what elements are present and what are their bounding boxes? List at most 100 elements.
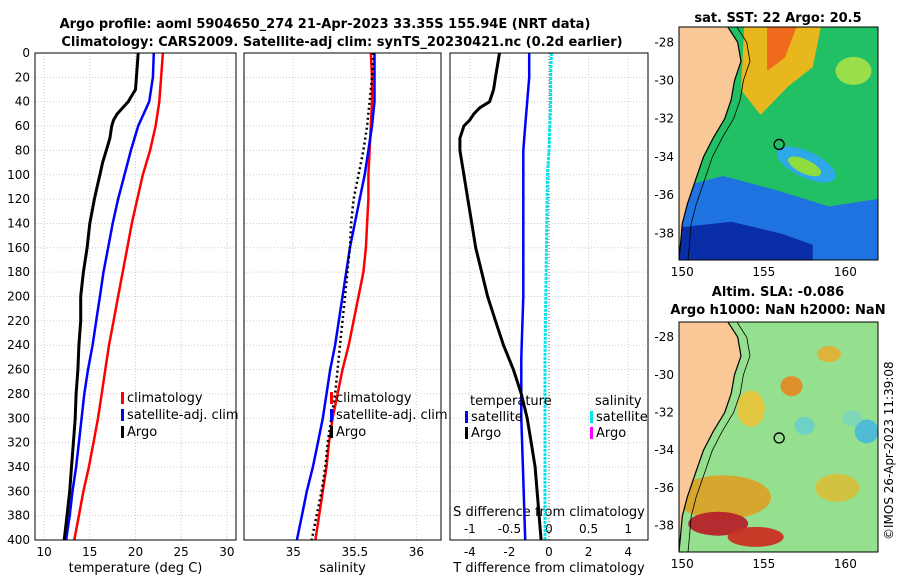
- top-tick-label: -0.5: [498, 522, 521, 536]
- sst-warm-current: [740, 27, 821, 115]
- depth-tick-label: 320: [7, 436, 30, 450]
- depth-tick-label: 120: [7, 192, 30, 206]
- legend-swatch: [330, 392, 333, 404]
- map-frame: [678, 26, 879, 261]
- panel-salinity: 35 35.5 36 salinity climatology satellite-adj…: [243, 52, 448, 576]
- panel-frame: [243, 52, 442, 541]
- legend-title-salinity: salinity: [595, 394, 642, 409]
- map-lat-label: -28: [654, 330, 674, 344]
- map-lon-label: 150: [671, 265, 694, 279]
- legend-label: Argo: [471, 426, 501, 441]
- sla-anomaly-blob: [727, 526, 784, 547]
- depth-tick-label: 380: [7, 509, 30, 523]
- depth-tick-label: 340: [7, 460, 30, 474]
- legend-swatch: [121, 409, 124, 421]
- panel-frame: [34, 52, 237, 541]
- map-lon-label: 160: [834, 557, 857, 571]
- map-lat-label: -30: [654, 368, 674, 382]
- legend-label: climatology: [127, 391, 203, 406]
- series-satellite-adj-clim: [295, 53, 376, 541]
- profile-panels: 0204060801001201401601802002202402602803…: [7, 46, 649, 576]
- x-axis-label: temperature (deg C): [69, 561, 203, 576]
- x-axis-label: salinity: [319, 561, 366, 576]
- sst-cold-water: [679, 221, 813, 260]
- legend-label: Argo: [596, 426, 626, 441]
- sla-anomaly-blob: [736, 390, 765, 427]
- figure-title-line2: Climatology: CARS2009. Satellite-adj cli…: [61, 35, 622, 50]
- x-axis-label: T difference from climatology: [452, 561, 645, 576]
- depth-tick-label: 20: [15, 70, 30, 84]
- legend-swatch: [121, 426, 124, 438]
- legend-swatch: [465, 411, 468, 423]
- sst-hot-core: [767, 27, 797, 71]
- depth-tick-label: 40: [15, 95, 30, 109]
- legend-label: satellite-adj. clim: [336, 408, 448, 423]
- depth-tick-label: 400: [7, 533, 30, 547]
- legend-swatch: [465, 427, 468, 439]
- sla-map-title-line2: Argo h1000: NaN h2000: NaN: [670, 303, 885, 318]
- map-lon-label: 160: [834, 265, 857, 279]
- top-tick-label: 0.5: [579, 522, 598, 536]
- map-lat-label: -30: [654, 73, 674, 87]
- map-lat-label: -38: [654, 519, 674, 533]
- depth-tick-label: 60: [15, 119, 30, 133]
- isobath: [687, 27, 751, 260]
- depth-tick-label: 240: [7, 338, 30, 352]
- x-tick-label: 10: [36, 545, 51, 559]
- x-tick-label: 35.5: [341, 545, 368, 559]
- argo-position-marker: [773, 432, 785, 444]
- sla-anomaly-blob: [817, 346, 842, 363]
- depth-tick-label: 300: [7, 411, 30, 425]
- top-tick-label: 0: [545, 522, 553, 536]
- top-tick-label: -1: [464, 522, 476, 536]
- map-lat-label: -36: [654, 188, 674, 202]
- panel-frame: [449, 52, 649, 541]
- legend-swatch: [330, 426, 333, 438]
- sla-anomaly-blob: [679, 475, 772, 520]
- figure-title-line1: Argo profile: aoml 5904650_274 21-Apr-20…: [60, 17, 591, 32]
- legend-label: climatology: [336, 391, 412, 406]
- x-tick-label: 25: [174, 545, 189, 559]
- map-lat-label: -34: [654, 150, 674, 164]
- sla-anomaly-blob: [815, 473, 860, 502]
- map-frame: [678, 321, 879, 553]
- legend-label: satellite-adj. clim: [127, 408, 239, 423]
- legend-label: Argo: [127, 425, 157, 440]
- x-tick-label: -4: [464, 545, 476, 559]
- series-t-argo: [458, 52, 543, 541]
- series-t-satellite: [520, 53, 531, 541]
- map-lat-label: -32: [654, 112, 674, 126]
- map-content: [679, 322, 878, 552]
- coastline: [679, 27, 742, 260]
- map-lat-label: -38: [654, 226, 674, 240]
- depth-tick-label: 260: [7, 363, 30, 377]
- panel-temperature: 0 20 40 60 80 100 120 140 160 180 200 220 240 260 280 3…: [7, 46, 239, 576]
- sla-anomaly-blob: [841, 410, 862, 427]
- depth-tick-label: 140: [7, 216, 30, 230]
- legend-swatch: [121, 392, 124, 404]
- x-tick-label: 15: [82, 545, 97, 559]
- map-lat-label: -34: [654, 443, 674, 457]
- legend-swatch: [590, 411, 593, 423]
- isobath: [687, 322, 751, 552]
- sst-warm-patch: [835, 56, 872, 85]
- argo-position-marker: [773, 138, 785, 151]
- map-lat-label: -28: [654, 35, 674, 49]
- sst-map-title: sat. SST: 22 Argo: 20.5: [694, 11, 861, 26]
- x-tick-label: 35: [286, 545, 301, 559]
- depth-tick-label: 200: [7, 290, 30, 304]
- sla-anomaly-blob: [688, 511, 749, 536]
- map-lon-label: 155: [752, 265, 775, 279]
- depth-tick-label: 180: [7, 265, 30, 279]
- imos-timestamp: ©IMOS 26-Apr-2023 11:39:08: [882, 361, 896, 540]
- map-panels: sat. SST: 22 Argo: 20.5 -28 -30 -32 -34 -36 -3…: [654, 11, 885, 571]
- legend-title-temperature: temperature: [470, 394, 552, 409]
- x-tick-label: 4: [624, 545, 632, 559]
- map-lat-label: -32: [654, 405, 674, 419]
- series-s-satellite: [543, 52, 553, 540]
- x-tick-label: -2: [503, 545, 515, 559]
- legend-swatch: [590, 427, 593, 439]
- x-tick-label: 0: [545, 545, 553, 559]
- sla-map-title-line1: Altim. SLA: -0.086: [712, 285, 844, 300]
- map-sst: -28 -30 -32 -34 -36 -38 150 155 160: [654, 26, 879, 279]
